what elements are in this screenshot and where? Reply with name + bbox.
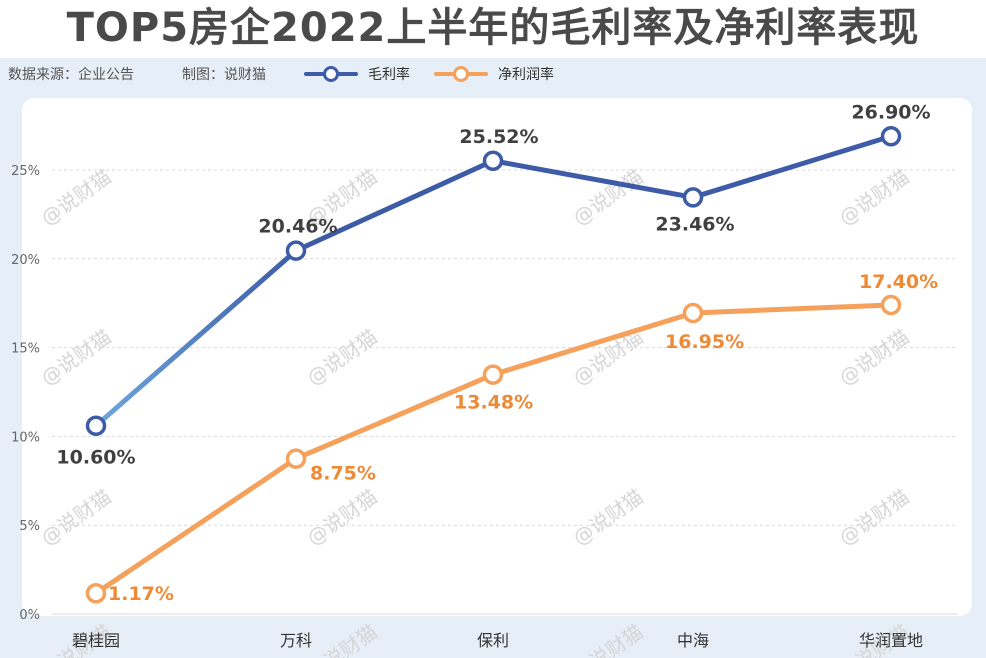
y-tick-label: 20% <box>11 253 40 268</box>
net-data-label: 13.48% <box>454 392 533 414</box>
y-axis: 0% 5% 10% 15% 20% 25% <box>11 164 40 623</box>
chart-maker: 制图：说财猫 <box>182 67 266 83</box>
watermark-text: @说财猫 <box>302 619 381 658</box>
gross-data-label: 26.90% <box>851 101 930 123</box>
net-point <box>85 582 107 604</box>
legend: 毛利率 净利润率 <box>304 66 554 83</box>
net-line-segment <box>93 456 299 596</box>
gross-point <box>85 415 107 436</box>
watermark-text: @说财猫 <box>568 619 647 658</box>
x-category-label: 中海 <box>677 631 709 650</box>
line-chart: @说财猫 @说财猫 @说财猫 @说财猫@说财猫 @说财猫 @说财猫 @说财猫@说财猫 @说财猫… <box>8 66 972 658</box>
net-point <box>682 302 704 324</box>
chart-title: TOP5房企2022上半年的毛利率及净利率表现 <box>66 5 920 51</box>
legend-net-label: 净利润率 <box>498 66 554 83</box>
net-data-label: 17.40% <box>859 271 938 293</box>
data-source: 数据来源：企业公告 <box>8 66 134 83</box>
gross-line-segment <box>490 158 696 200</box>
gross-line-segment <box>690 133 894 200</box>
chart-panel: @说财猫 @说财猫 @说财猫 @说财猫 @说财猫 @说财猫 @说财猫 @说财猫 @说财猫 @说财猫… <box>0 58 986 658</box>
gross-line-segment <box>293 158 496 254</box>
legend-net-marker <box>453 66 469 82</box>
net-line-segment <box>490 310 696 378</box>
legend-item-gross: 毛利率 <box>304 66 410 83</box>
gross-point <box>682 187 704 208</box>
data-labels: 10.60% 20.46% 25.52% 23.46% 26.90% 1.17% 8.75%… <box>56 101 938 605</box>
x-category-label: 万科 <box>280 631 312 650</box>
legend-item-net: 净利润率 <box>434 66 554 83</box>
grid <box>52 169 958 615</box>
y-tick-label: 15% <box>11 342 40 357</box>
net-point <box>285 448 307 469</box>
net-line-segment <box>293 372 496 462</box>
gross-line-segment <box>93 248 299 429</box>
x-category-label: 碧桂园 <box>72 631 120 650</box>
net-line-segment <box>690 302 894 316</box>
legend-gross-marker <box>323 66 339 82</box>
x-category-label: 华润置地 <box>859 631 923 650</box>
x-axis: 碧桂园 万科 保利 中海 华润置地 <box>72 631 923 650</box>
series <box>85 126 902 604</box>
gross-data-label: 23.46% <box>655 213 734 235</box>
y-tick-label: 0% <box>19 608 40 623</box>
gross-point <box>482 150 504 172</box>
gross-point <box>285 240 307 261</box>
y-tick-label: 25% <box>11 164 40 179</box>
net-data-label: 1.17% <box>108 583 174 605</box>
plot-area <box>22 98 972 616</box>
gross-data-label: 10.60% <box>56 447 135 469</box>
net-point <box>880 294 902 316</box>
gross-data-label: 25.52% <box>459 126 538 148</box>
net-data-label: 16.95% <box>665 331 744 353</box>
net-data-label: 8.75% <box>310 463 376 485</box>
y-tick-label: 5% <box>19 519 40 534</box>
legend-gross-label: 毛利率 <box>368 66 410 83</box>
gross-point <box>880 126 902 147</box>
x-category-label: 保利 <box>477 631 509 650</box>
net-point <box>482 364 504 385</box>
gross-data-label: 20.46% <box>258 216 337 238</box>
y-tick-label: 10% <box>11 430 40 445</box>
